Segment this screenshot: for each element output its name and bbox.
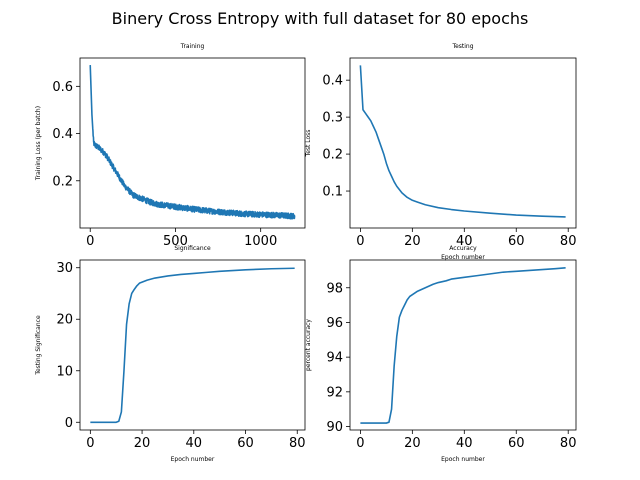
x-tick-label: 0: [86, 234, 94, 249]
x-axis-label: Epoch number: [441, 254, 485, 261]
subplot-3: 0 20 40 60 80 0 10 20 30 Significance Epoch number…: [35, 245, 306, 463]
subplot-title: Training: [180, 43, 205, 50]
x-tick-label: 60: [508, 436, 525, 451]
y-tick-label: 94: [326, 351, 343, 366]
x-tick-label: 500: [163, 234, 188, 249]
x-tick-label: 0: [356, 436, 364, 451]
subplot-2: 0 20 40 60 80 0.1 0.2 0.3 0.4 Testing Epoch number…: [305, 43, 576, 261]
x-tick-label: 40: [456, 234, 473, 249]
y-tick-label: 0: [65, 416, 73, 431]
figure-suptitle: Binery Cross Entropy with full dataset f…: [112, 9, 529, 28]
y-tick-label: 0.2: [52, 174, 73, 189]
x-axis-label: Epoch number: [441, 456, 485, 463]
y-axis-label: Training Loss (per batch): [35, 106, 42, 181]
series-line-2: [359, 65, 566, 218]
series-line-4: [360, 267, 566, 424]
y-tick-label: 0.4: [52, 127, 73, 142]
y-tick-label: 0.1: [322, 185, 343, 200]
y-tick-label: 90: [326, 420, 343, 435]
y-tick-label: 0.2: [322, 148, 343, 163]
x-tick-label: 20: [404, 436, 421, 451]
y-tick-label: 0.6: [52, 80, 73, 95]
x-tick-label: 80: [560, 234, 577, 249]
axes-frame: [349, 259, 577, 431]
y-tick-label: 10: [56, 364, 73, 379]
x-tick-label: 40: [456, 436, 473, 451]
x-tick-label: 0: [356, 234, 364, 249]
axes-frame: [79, 57, 306, 229]
subplot-1: 0 500 1000 0.2 0.4 0.6 Training Training Loss (…: [35, 43, 306, 249]
subplot-title: Accuracy: [449, 245, 477, 252]
y-tick-label: 0.3: [322, 111, 343, 126]
y-tick-label: 98: [326, 281, 343, 296]
series-line-1: [89, 65, 296, 220]
x-tick-label: 1000: [244, 234, 277, 249]
y-axis-label: Test Loss: [305, 130, 312, 158]
x-tick-label: 40: [186, 436, 203, 451]
y-axis-label: Testing Significance: [35, 315, 42, 376]
x-tick-label: 80: [289, 436, 306, 451]
series-line-3: [90, 267, 295, 424]
x-tick-label: 0: [86, 436, 94, 451]
y-tick-label: 0.4: [322, 74, 343, 89]
y-tick-label: 92: [326, 385, 343, 400]
y-axis-label: percent accuracy: [305, 319, 312, 371]
subplot-title: Significance: [174, 245, 211, 252]
x-tick-label: 60: [237, 436, 254, 451]
y-tick-label: 96: [326, 316, 343, 331]
x-axis-label: Epoch number: [171, 456, 215, 463]
subplot-title: Testing: [451, 43, 473, 50]
subplot-4: 0 20 40 60 80 90 92 94 96 98 Accuracy Epoch number p…: [305, 245, 576, 463]
y-tick-label: 20: [56, 313, 73, 328]
axes-frame: [349, 57, 577, 229]
axes-frame: [79, 259, 306, 431]
x-tick-label: 20: [134, 436, 151, 451]
x-tick-label: 20: [404, 234, 421, 249]
x-tick-label: 80: [560, 436, 577, 451]
y-tick-label: 30: [56, 261, 73, 276]
x-tick-label: 60: [508, 234, 525, 249]
